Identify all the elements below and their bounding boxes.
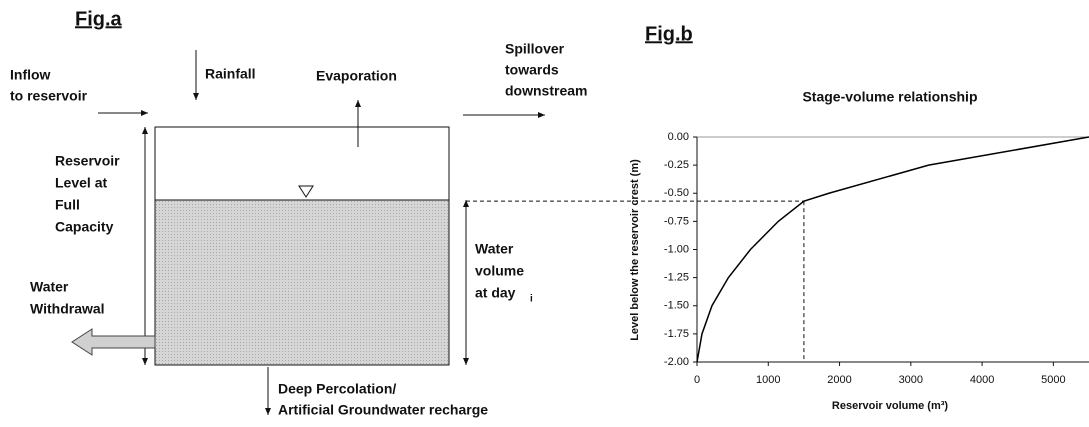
chart-title: Stage-volume relationship [802, 89, 977, 105]
label: Water [30, 279, 69, 295]
y-tick-label: -0.50 [664, 187, 689, 199]
y-tick-label: -1.00 [664, 243, 689, 255]
x-tick-label: 4000 [970, 374, 994, 386]
y-tick-label: 0.00 [668, 131, 689, 143]
reservoir-box [154, 126, 450, 366]
y-tick-label: -0.75 [664, 215, 689, 227]
x-tick-label: 5000 [1041, 374, 1065, 386]
fig-a-title: Fig.a [75, 8, 123, 30]
label: to reservoir [10, 88, 88, 104]
fig-b-title: Fig.b [645, 23, 693, 45]
stage-volume-line [696, 136, 1089, 363]
water [155, 200, 449, 365]
withdrawal-arrow [71, 328, 156, 356]
x-tick-label: 2000 [827, 374, 851, 386]
label: Rainfall [205, 66, 256, 82]
label: downstream [505, 83, 587, 99]
label: volume [475, 263, 524, 279]
x-tick-label: 3000 [899, 374, 923, 386]
y-tick-label: -1.75 [664, 328, 689, 340]
label: Capacity [55, 219, 114, 235]
label: Reservoir [55, 153, 120, 169]
label: Spillover [505, 41, 565, 57]
label: Deep Percolation/ [278, 381, 396, 397]
y-tick-label: -1.50 [664, 300, 689, 312]
label: Inflow [10, 67, 51, 83]
label: at day [475, 285, 516, 301]
label: towards [505, 62, 559, 78]
y-tick-label: -0.25 [664, 159, 689, 171]
x-tick-label: 1000 [756, 374, 780, 386]
label: Water [475, 241, 514, 257]
label: Level at [55, 175, 107, 191]
label: Withdrawal [30, 301, 105, 317]
level-symbol [298, 185, 314, 198]
y-axis-label: Level below the reservoir crest (m) [629, 159, 641, 341]
label: Full [55, 197, 80, 213]
x-axis-label: Reservoir volume (m³) [832, 400, 948, 412]
x-tick-label: 0 [694, 374, 700, 386]
label: Artificial Groundwater recharge [278, 402, 488, 418]
y-tick-label: -2.00 [664, 356, 689, 368]
label: Evaporation [316, 68, 397, 84]
y-tick-label: -1.25 [664, 272, 689, 284]
label: i [530, 294, 533, 305]
